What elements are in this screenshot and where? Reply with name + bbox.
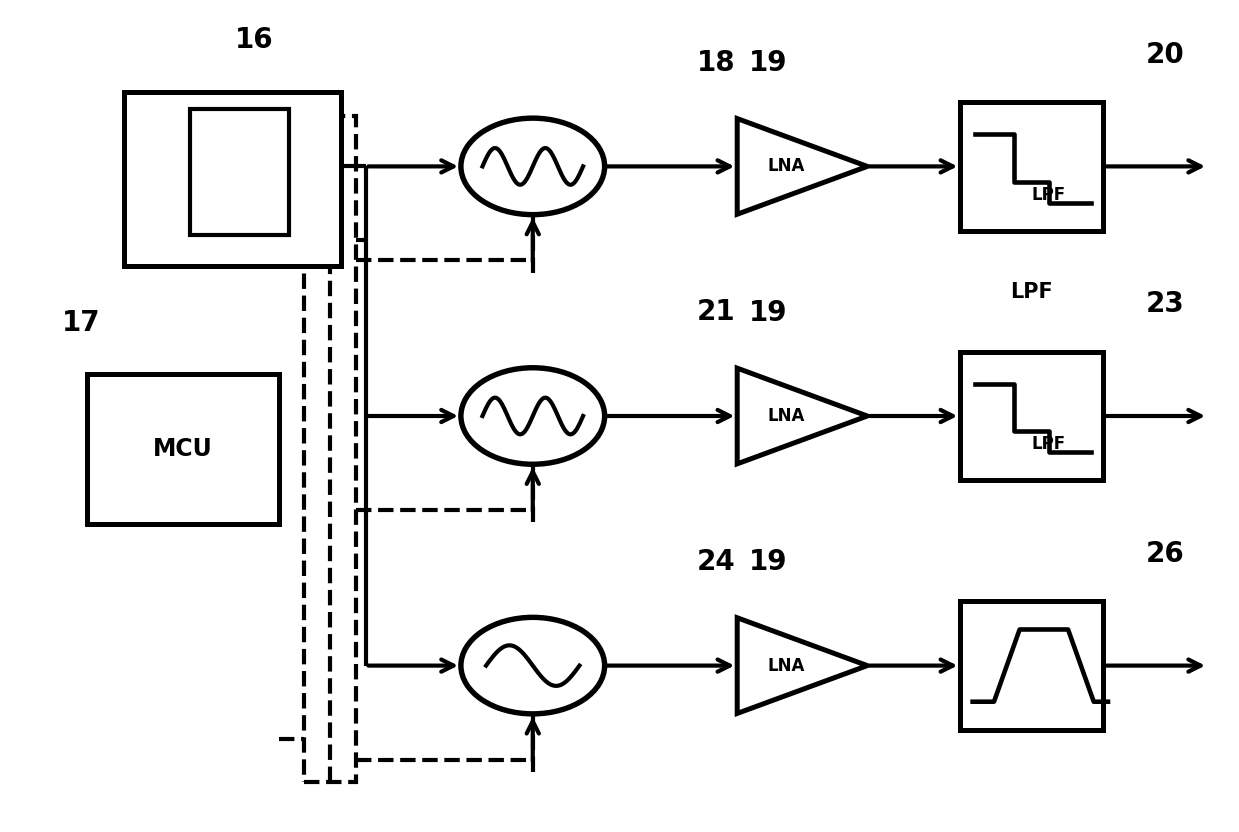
Text: 23: 23: [1145, 290, 1184, 318]
Text: LPF: LPF: [1032, 186, 1066, 204]
Circle shape: [461, 118, 605, 215]
Text: 19: 19: [748, 548, 788, 576]
Text: 24: 24: [696, 547, 736, 576]
Text: LNA: LNA: [768, 157, 805, 176]
Text: LNA: LNA: [768, 656, 805, 675]
FancyBboxPatch shape: [960, 351, 1103, 481]
Text: 19: 19: [748, 49, 788, 77]
Text: LPF: LPF: [1032, 435, 1066, 453]
Text: LNA: LNA: [768, 407, 805, 425]
FancyBboxPatch shape: [124, 92, 341, 266]
Text: 16: 16: [234, 26, 274, 54]
Text: LPF: LPF: [1010, 281, 1053, 302]
Polygon shape: [737, 368, 867, 463]
Text: 21: 21: [696, 298, 736, 326]
Text: 26: 26: [1145, 540, 1184, 567]
FancyBboxPatch shape: [87, 374, 279, 524]
Polygon shape: [737, 118, 867, 214]
Text: 17: 17: [62, 309, 100, 337]
Text: 18: 18: [696, 48, 736, 77]
Circle shape: [461, 368, 605, 464]
FancyBboxPatch shape: [960, 601, 1103, 730]
Polygon shape: [737, 617, 867, 713]
Circle shape: [461, 617, 605, 714]
Text: 19: 19: [748, 299, 788, 326]
FancyBboxPatch shape: [960, 102, 1103, 230]
Text: 20: 20: [1145, 41, 1184, 68]
Text: MCU: MCU: [152, 438, 213, 461]
FancyBboxPatch shape: [190, 109, 289, 235]
